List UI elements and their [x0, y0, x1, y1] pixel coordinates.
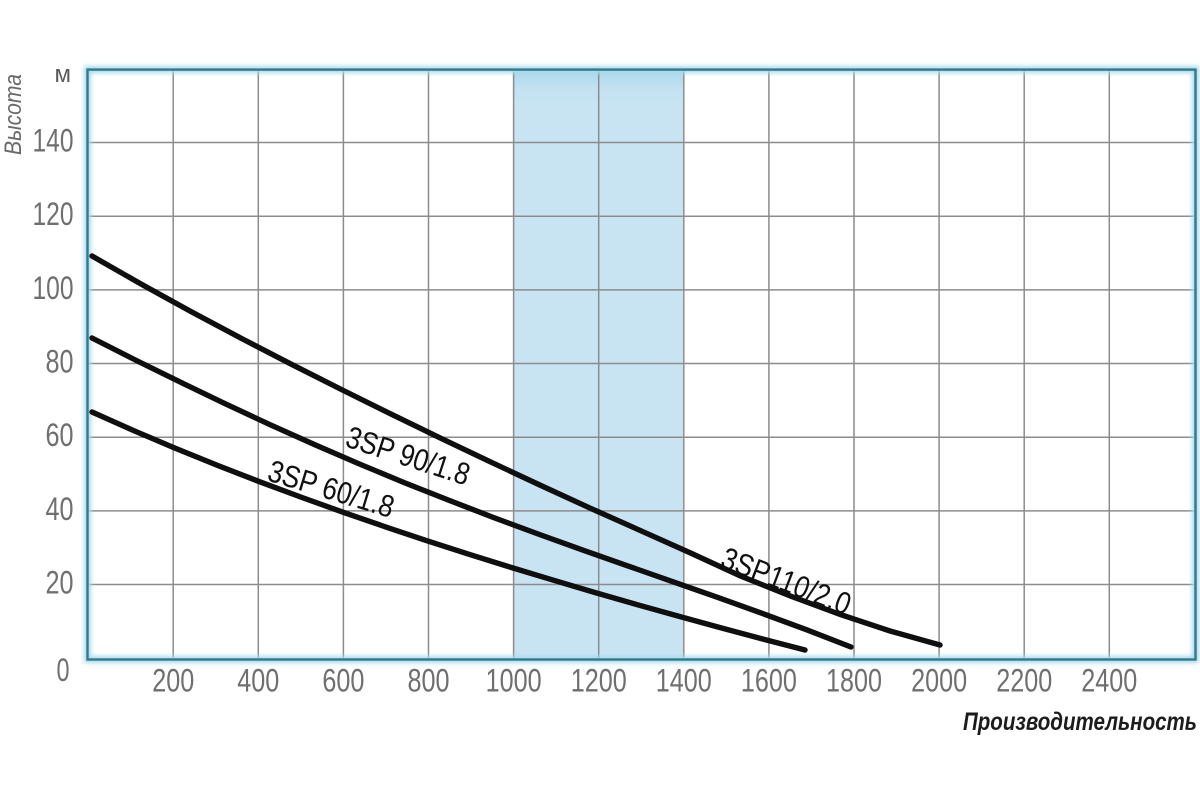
- svg-text:120: 120: [33, 196, 74, 232]
- svg-text:100: 100: [33, 270, 74, 306]
- svg-text:1800: 1800: [826, 662, 882, 698]
- svg-text:600: 600: [322, 662, 364, 698]
- svg-text:80: 80: [46, 344, 74, 380]
- svg-text:20: 20: [46, 565, 74, 601]
- svg-text:800: 800: [408, 662, 450, 698]
- svg-text:Высота: Высота: [0, 74, 27, 155]
- svg-text:2000: 2000: [911, 662, 967, 698]
- svg-text:0: 0: [57, 652, 70, 688]
- svg-text:1000: 1000: [486, 662, 542, 698]
- svg-text:2400: 2400: [1081, 662, 1137, 698]
- svg-text:60: 60: [46, 417, 74, 453]
- svg-text:140: 140: [33, 123, 74, 159]
- svg-text:200: 200: [152, 662, 194, 698]
- svg-text:400: 400: [237, 662, 279, 698]
- svg-text:1600: 1600: [741, 662, 797, 698]
- svg-text:Производительность: Производительность: [963, 708, 1197, 736]
- svg-text:1200: 1200: [571, 662, 627, 698]
- svg-text:1400: 1400: [656, 662, 712, 698]
- svg-text:40: 40: [46, 491, 74, 527]
- svg-text:м: м: [55, 61, 72, 88]
- svg-text:2200: 2200: [996, 662, 1052, 698]
